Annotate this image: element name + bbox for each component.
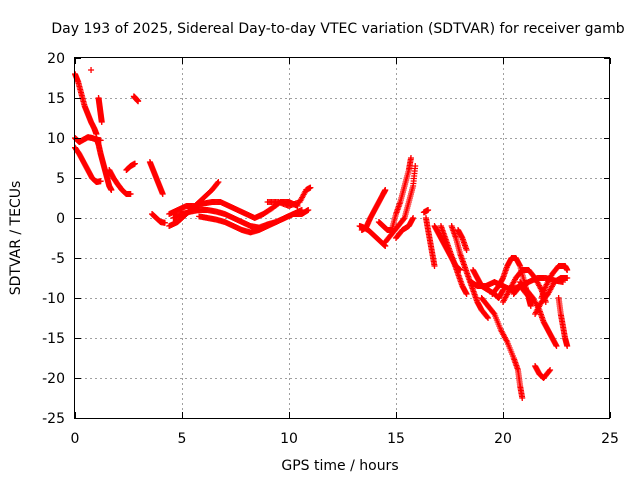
data-point: [485, 315, 492, 321]
data-point: [546, 368, 553, 374]
data-point: [463, 291, 470, 297]
y-tick-label: 0: [56, 211, 65, 227]
axis-ticks: [75, 58, 611, 419]
data-point: [431, 263, 438, 269]
y-axis-label: SDTVAR / TECUs: [8, 181, 24, 296]
y-tick-label: 10: [47, 131, 65, 147]
data-point: [307, 184, 314, 191]
data-point: [564, 275, 571, 281]
data-point: [547, 367, 554, 373]
x-tick-label: 5: [178, 431, 187, 447]
data-point: [407, 155, 414, 161]
data-point: [564, 267, 571, 273]
data-point: [382, 187, 389, 193]
data-point: [425, 207, 432, 213]
data-point: [98, 119, 105, 125]
x-axis-label: GPS time / hours: [281, 458, 398, 474]
x-tick-label: 15: [387, 431, 405, 447]
y-tick-label: -20: [42, 371, 65, 387]
y-tick-label: 15: [47, 91, 65, 107]
data-point: [127, 191, 134, 197]
data-point: [529, 298, 536, 304]
data-point: [215, 179, 222, 185]
x-tick-label: 25: [601, 431, 619, 447]
data-point: [214, 180, 221, 186]
data-point: [519, 395, 526, 401]
data-point: [161, 219, 168, 226]
data-point: [135, 98, 142, 105]
data-point: [159, 191, 166, 197]
data-point: [305, 207, 312, 213]
y-tick-label: -15: [42, 331, 65, 347]
data-point: [400, 216, 407, 222]
data-point: [527, 303, 534, 309]
y-tick-label: -25: [42, 411, 65, 427]
x-tick-label: 0: [71, 431, 80, 447]
data-point: [88, 67, 95, 73]
tick-labels: 0 5 10 15 20 25 20 15 10 5 0 -5 -10 -15 -20 -25: [42, 51, 619, 447]
data-point: [412, 163, 419, 169]
data-point: [529, 299, 536, 305]
data-point: [97, 178, 104, 185]
y-tick-label: -5: [51, 251, 65, 267]
data-point: [108, 187, 115, 193]
data-point: [564, 343, 571, 349]
x-tick-label: 10: [280, 431, 298, 447]
y-tick-label: 5: [56, 171, 65, 187]
y-tick-label: -10: [42, 291, 65, 307]
chart-title: Day 193 of 2025, Sidereal Day-to-day VTE…: [51, 21, 624, 37]
y-tick-label: 20: [47, 51, 65, 67]
x-tick-label: 20: [494, 431, 512, 447]
plot-frame: [74, 57, 610, 419]
data-points: [72, 67, 571, 401]
data-point: [484, 314, 491, 320]
data-point: [463, 247, 470, 253]
data-point: [131, 160, 138, 167]
data-point: [410, 215, 417, 221]
data-point: [553, 343, 560, 349]
